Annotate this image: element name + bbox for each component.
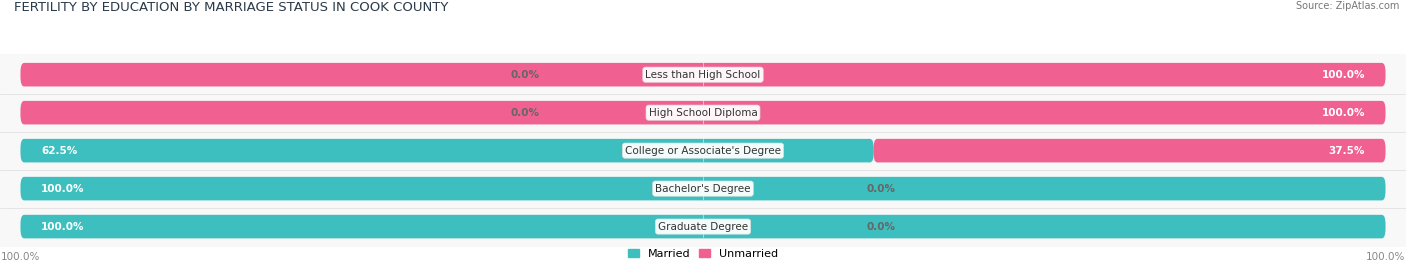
- Text: 0.0%: 0.0%: [868, 184, 896, 194]
- Text: 100.0%: 100.0%: [41, 222, 84, 232]
- FancyBboxPatch shape: [27, 178, 1379, 199]
- Text: FERTILITY BY EDUCATION BY MARRIAGE STATUS IN COOK COUNTY: FERTILITY BY EDUCATION BY MARRIAGE STATU…: [14, 1, 449, 14]
- FancyBboxPatch shape: [27, 64, 1379, 85]
- Text: 100.0%: 100.0%: [1322, 108, 1365, 118]
- FancyBboxPatch shape: [27, 140, 1379, 161]
- FancyBboxPatch shape: [21, 101, 1385, 125]
- FancyBboxPatch shape: [21, 139, 1385, 162]
- Text: Graduate Degree: Graduate Degree: [658, 222, 748, 232]
- FancyBboxPatch shape: [21, 215, 1385, 238]
- Text: 62.5%: 62.5%: [41, 146, 77, 156]
- Text: College or Associate's Degree: College or Associate's Degree: [626, 146, 780, 156]
- FancyBboxPatch shape: [873, 139, 1385, 162]
- Text: High School Diploma: High School Diploma: [648, 108, 758, 118]
- FancyBboxPatch shape: [21, 177, 1385, 200]
- FancyBboxPatch shape: [21, 101, 1385, 125]
- FancyBboxPatch shape: [27, 102, 1379, 123]
- Text: 100.0%: 100.0%: [1322, 70, 1365, 80]
- FancyBboxPatch shape: [21, 63, 1385, 86]
- FancyBboxPatch shape: [21, 139, 873, 162]
- Text: 100.0%: 100.0%: [41, 184, 84, 194]
- Text: 37.5%: 37.5%: [1329, 146, 1365, 156]
- Text: Bachelor's Degree: Bachelor's Degree: [655, 184, 751, 194]
- FancyBboxPatch shape: [21, 63, 1385, 86]
- FancyBboxPatch shape: [21, 177, 1385, 200]
- Text: 0.0%: 0.0%: [868, 222, 896, 232]
- FancyBboxPatch shape: [21, 215, 1385, 238]
- Text: 0.0%: 0.0%: [510, 108, 538, 118]
- Text: Source: ZipAtlas.com: Source: ZipAtlas.com: [1295, 1, 1399, 11]
- Text: Less than High School: Less than High School: [645, 70, 761, 80]
- Text: 0.0%: 0.0%: [510, 70, 538, 80]
- Legend: Married, Unmarried: Married, Unmarried: [623, 245, 783, 263]
- FancyBboxPatch shape: [27, 216, 1379, 237]
